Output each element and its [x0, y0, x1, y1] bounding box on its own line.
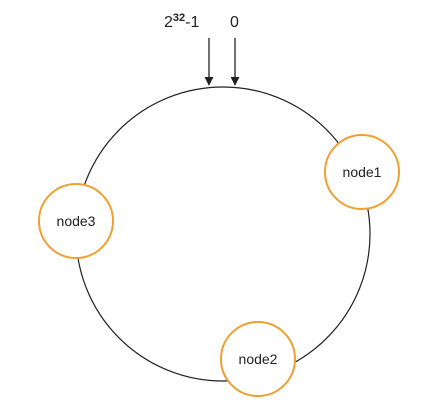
node-2-label: node2 — [239, 351, 278, 367]
node-1[interactable]: node1 — [324, 134, 400, 210]
node-3-label: node3 — [57, 213, 96, 229]
ring-max-label: 232-1 — [164, 12, 199, 31]
ring-zero-label: 0 — [230, 14, 239, 31]
ring-max-suffix: -1 — [185, 14, 199, 31]
ring-max-base: 2 — [164, 14, 173, 31]
ring-max-exponent: 32 — [173, 12, 185, 24]
node-1-circle — [324, 134, 400, 210]
node-1-label: node1 — [343, 164, 382, 180]
node-3[interactable]: node3 — [38, 183, 114, 259]
node-3-circle — [38, 183, 114, 259]
hash-ring — [75, 86, 371, 382]
node-2[interactable]: node2 — [220, 321, 296, 397]
node-2-circle — [220, 321, 296, 397]
